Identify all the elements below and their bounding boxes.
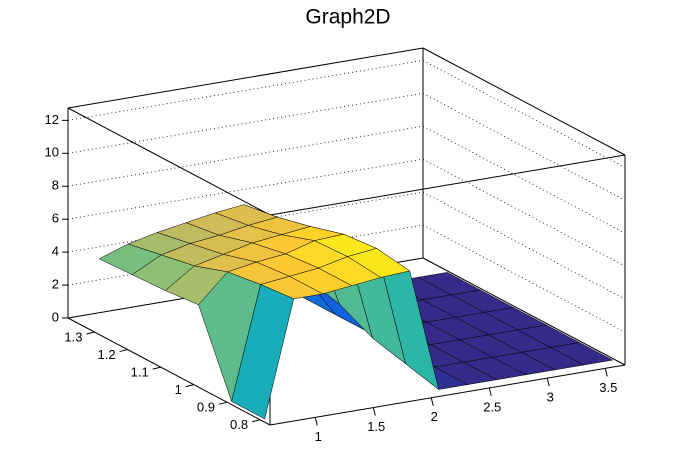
y-tick-label: 1.2 — [98, 347, 116, 362]
x-tick-label: 2 — [431, 409, 438, 424]
box-edge — [67, 107, 271, 216]
z-tick-label: 4 — [52, 244, 59, 259]
x-tick-label: 3 — [547, 390, 554, 405]
grid-line — [67, 92, 626, 201]
grid-line — [67, 158, 626, 267]
box-edge — [67, 47, 424, 109]
box-edge — [269, 364, 626, 426]
grid-line — [67, 59, 626, 168]
y-tick-label: 1.3 — [64, 329, 82, 344]
y-tick — [218, 401, 228, 405]
x-tick — [372, 407, 376, 416]
x-tick-label: 3.5 — [599, 380, 617, 395]
box-edge — [67, 317, 271, 426]
chart-title: Graph2D — [305, 6, 390, 29]
grid-line — [67, 125, 626, 234]
y-tick — [152, 366, 161, 370]
y-tick — [86, 331, 95, 335]
y-tick — [251, 419, 261, 423]
x-tick — [430, 397, 434, 406]
z-tick-label: 2 — [52, 276, 59, 291]
x-tick-label: 1.5 — [367, 419, 385, 434]
box-edge — [269, 154, 626, 216]
z-tick-label: 0 — [52, 309, 59, 324]
z-tick-label: 12 — [45, 112, 59, 127]
x-tick — [314, 417, 318, 426]
x-tick — [604, 368, 608, 377]
surface-cell — [231, 284, 294, 420]
y-tick — [119, 349, 128, 353]
y-tick-label: 0.8 — [230, 417, 248, 432]
x-tick-label: 1 — [315, 429, 322, 444]
box-edge — [422, 47, 626, 156]
z-tick-label: 10 — [45, 145, 59, 160]
y-tick-label: 0.9 — [197, 400, 215, 415]
z-tick-label: 6 — [52, 211, 59, 226]
y-tick — [185, 384, 194, 388]
box-edge — [422, 257, 626, 366]
y-tick-label: 1.1 — [131, 365, 149, 380]
z-tick-label: 8 — [52, 178, 59, 193]
x-tick — [488, 387, 492, 397]
x-tick-label: 2.5 — [483, 399, 501, 414]
x-tick — [546, 378, 550, 387]
y-tick-label: 1 — [175, 382, 182, 397]
